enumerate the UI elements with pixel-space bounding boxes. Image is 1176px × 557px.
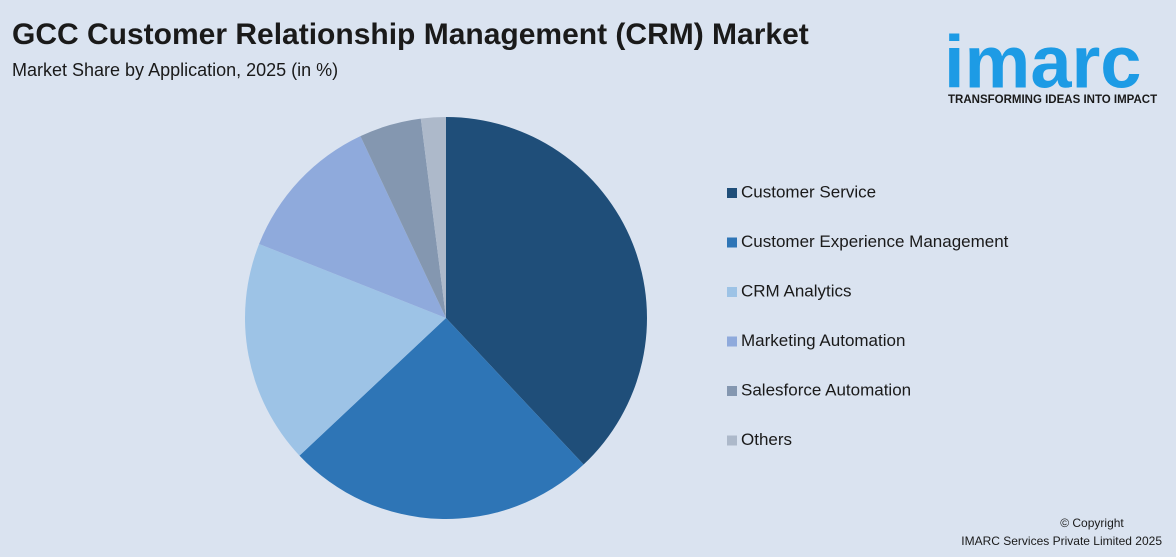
legend-label: Others bbox=[741, 430, 792, 449]
legend-label: CRM Analytics bbox=[741, 281, 852, 300]
legend-swatch bbox=[727, 386, 737, 396]
logo: imarc bbox=[944, 21, 1141, 104]
copyright: IMARC Services Private Limited 2025 bbox=[961, 534, 1162, 548]
legend-label: Customer Experience Management bbox=[741, 232, 1009, 251]
pie-slice bbox=[446, 117, 648, 465]
legend-label: Customer Service bbox=[741, 182, 876, 201]
pie-slice bbox=[420, 117, 446, 318]
legend-swatch bbox=[727, 188, 737, 198]
legend-swatch bbox=[727, 237, 737, 248]
pie-slice bbox=[299, 318, 584, 520]
chart-title: GCC Customer Relationship Management (CR… bbox=[12, 18, 809, 51]
copyright: © Copyright bbox=[1060, 516, 1124, 530]
legend-swatch bbox=[727, 287, 737, 297]
pie-slice bbox=[245, 244, 446, 456]
logo-tagline: TRANSFORMING IDEAS INTO IMPACT bbox=[948, 94, 1157, 106]
legend-swatch bbox=[727, 435, 737, 446]
pie-slice bbox=[360, 118, 446, 318]
legend-swatch bbox=[727, 336, 737, 347]
legend-label: Marketing Automation bbox=[741, 331, 905, 350]
chart-subtitle: Market Share by Application, 2025 (in %) bbox=[12, 60, 338, 80]
legend-label: Salesforce Automation bbox=[741, 380, 911, 399]
pie-slice bbox=[259, 136, 446, 318]
